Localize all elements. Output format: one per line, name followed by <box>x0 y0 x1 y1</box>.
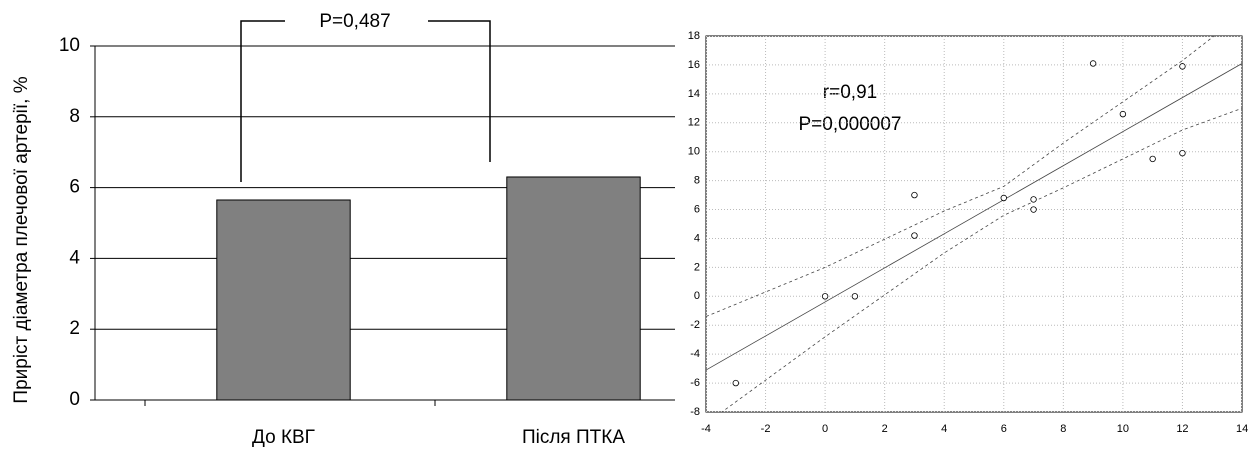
y-tick-label: 4 <box>694 232 700 244</box>
x-tick-label: 0 <box>822 423 828 435</box>
bar <box>216 199 351 401</box>
x-tick-label: 4 <box>941 423 947 435</box>
point <box>1030 196 1037 203</box>
point <box>1030 206 1037 213</box>
point <box>911 191 918 199</box>
x-tick-label: 2 <box>882 423 888 435</box>
point <box>1179 63 1186 70</box>
y-tick-label: 0 <box>69 389 80 410</box>
y-tick-label: 8 <box>69 106 80 127</box>
annotation: r=0,91 <box>823 82 877 103</box>
y-tick-label: 16 <box>688 59 700 71</box>
y-tick-label: 10 <box>59 35 80 56</box>
y-tick-label: -2 <box>690 319 700 331</box>
y-tick-label: 6 <box>694 203 700 215</box>
y-tick-label: 2 <box>694 261 700 273</box>
x-tick-label: До КВГ <box>252 427 315 448</box>
point <box>851 293 859 300</box>
point <box>821 293 829 300</box>
x-tick-label: Після ПТКА <box>522 427 625 448</box>
point <box>1089 60 1097 67</box>
point <box>1119 110 1127 118</box>
point <box>911 232 918 239</box>
x-tick-label: 14 <box>1236 423 1248 435</box>
point <box>1179 149 1186 157</box>
annotation: P=0,000007 <box>798 114 901 135</box>
annotation: P=0,487 <box>319 11 390 32</box>
bracket <box>240 20 285 182</box>
confidence-band <box>721 107 1242 412</box>
point <box>732 379 739 387</box>
x-tick-label: 12 <box>1176 423 1188 435</box>
bracket <box>428 20 491 162</box>
fit-line <box>706 63 1242 371</box>
y-axis-label: Приріст діаметра плечової артерії, % <box>11 76 32 403</box>
plot-area <box>706 36 1242 412</box>
y-tick-label: 2 <box>69 318 80 339</box>
bar <box>506 176 641 401</box>
y-tick-label: -4 <box>690 348 700 360</box>
x-tick-label: 8 <box>1060 423 1066 435</box>
plot-frame <box>705 35 1243 413</box>
confidence-band <box>706 36 1215 317</box>
y-tick-label: 14 <box>688 88 700 100</box>
x-tick-label: 6 <box>1001 423 1007 435</box>
y-tick-label: 6 <box>69 177 80 198</box>
y-tick-label: 0 <box>694 290 700 302</box>
y-tick-label: 18 <box>688 30 700 42</box>
point <box>1000 194 1007 202</box>
point <box>1149 155 1156 163</box>
y-tick-label: 12 <box>688 117 700 129</box>
y-tick-label: -8 <box>690 406 700 418</box>
x-tick-label: -4 <box>701 423 711 435</box>
y-tick-label: 8 <box>694 175 700 187</box>
x-tick-label: 10 <box>1117 423 1129 435</box>
x-tick-label: -2 <box>761 423 771 435</box>
y-tick-label: 4 <box>69 247 80 268</box>
y-tick-label: -6 <box>690 377 700 389</box>
y-tick-label: 10 <box>688 146 700 158</box>
